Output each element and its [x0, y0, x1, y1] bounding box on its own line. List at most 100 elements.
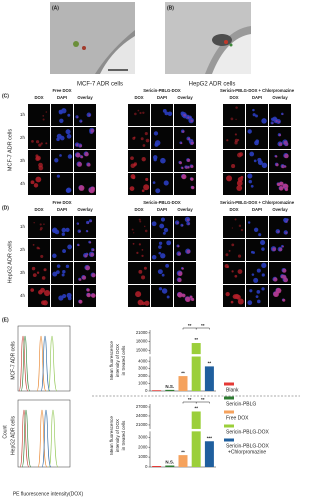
- dox-signal: [140, 137, 144, 141]
- dox-signal: [30, 180, 35, 185]
- nucleus: [155, 188, 161, 194]
- legend-swatch: [224, 396, 234, 400]
- dox-signal: [35, 176, 42, 183]
- dox-signal: [88, 114, 91, 117]
- micrograph-cell: [128, 239, 150, 261]
- micrograph-cell: [28, 150, 50, 172]
- dox-signal: [190, 177, 194, 181]
- y-axis-label: intensity of DOX: [115, 419, 120, 452]
- dox-signal: [183, 113, 186, 117]
- nucleus: [255, 295, 259, 299]
- dox-signal: [87, 163, 91, 167]
- dox-signal: [186, 158, 191, 162]
- nucleus: [261, 287, 265, 291]
- dox-signal: [43, 223, 45, 225]
- dox-signal: [143, 184, 150, 191]
- row-label: 2h: [20, 247, 26, 252]
- dox-signal: [228, 249, 231, 252]
- dox-signal: [144, 300, 150, 306]
- nucleus: [66, 292, 72, 298]
- dox-signal: [33, 222, 35, 224]
- significance-label: **: [181, 370, 185, 375]
- dox-signal: [77, 223, 80, 225]
- dox-signal: [181, 293, 186, 298]
- dox-signal: [225, 291, 230, 297]
- dox-signal: [143, 225, 146, 228]
- dox-signal: [236, 185, 243, 191]
- dox-signal: [275, 163, 279, 167]
- dox-signal: [282, 113, 284, 115]
- nucleus: [67, 296, 72, 301]
- dox-signal: [33, 183, 39, 188]
- nucleus: [167, 111, 173, 117]
- dox-signal: [284, 187, 289, 192]
- dox-signal: [42, 115, 45, 117]
- panel-label: (D): [2, 205, 9, 211]
- nucleus: [65, 188, 71, 193]
- dox-signal: [278, 134, 282, 137]
- axis-break: [148, 354, 216, 357]
- dox-signal: [32, 273, 37, 278]
- row-title: MCF-7 ADR cells: [7, 129, 13, 171]
- dox-signal: [38, 289, 43, 295]
- micrograph-cell: [223, 104, 245, 126]
- group-title: Sericin-PBLG-DOX + Chlorpromazine: [220, 200, 295, 205]
- dox-signal: [187, 137, 191, 141]
- nucleus: [161, 288, 168, 294]
- micrograph-cell: [269, 150, 291, 172]
- micrograph-cell: [74, 216, 96, 238]
- dox-signal: [275, 155, 278, 158]
- row-label: 3h: [20, 270, 26, 275]
- legend-label: +Chlorpromazine: [228, 449, 266, 455]
- row-label: 4h: [20, 181, 26, 186]
- dox-signal: [235, 106, 238, 109]
- channel-label: Overlay: [177, 95, 193, 100]
- dox-signal: [234, 133, 237, 136]
- nucleus: [52, 271, 58, 277]
- nucleus: [66, 134, 72, 139]
- dox-signal: [85, 265, 91, 271]
- dox-signal: [240, 228, 244, 232]
- flow-curve: [36, 335, 47, 392]
- bracket-label: **: [188, 323, 192, 328]
- dox-signal: [139, 220, 142, 223]
- micrograph-cell: [246, 150, 268, 172]
- dox-signal: [181, 174, 187, 180]
- nucleus: [258, 233, 262, 237]
- dox-signal: [80, 120, 83, 123]
- group-title: Sericin-PBLG-DOX + Chlorpromazine: [220, 88, 295, 93]
- dox-signal: [179, 161, 183, 165]
- dox-signal: [41, 276, 46, 280]
- dox-signal: [138, 269, 143, 274]
- micrograph-cell: [151, 127, 173, 149]
- dox-signal: [135, 291, 142, 298]
- bar: [204, 441, 214, 467]
- flow-curve: [19, 409, 30, 468]
- legend-label: Sericin-PBLG: [226, 401, 256, 407]
- nucleus: [160, 157, 166, 164]
- nucleus: [248, 179, 253, 184]
- bar: [165, 465, 175, 467]
- dox-signal: [38, 162, 43, 168]
- micrograph-cell: [174, 216, 196, 238]
- dox-signal: [91, 293, 96, 298]
- dox-signal: [131, 228, 134, 231]
- row-label: 1h: [20, 224, 26, 229]
- axis-label: Count: [2, 425, 8, 439]
- nucleus: [67, 113, 71, 117]
- nucleus: [261, 273, 265, 277]
- dox-signal: [231, 227, 233, 229]
- nucleus: [65, 129, 71, 135]
- nucleus: [253, 159, 257, 163]
- cell-line-title: HepG2 ADR cells: [189, 82, 236, 88]
- bracket-label: **: [188, 397, 192, 402]
- nucleus: [252, 108, 255, 112]
- dox-signal: [272, 122, 274, 125]
- y-tick-label: 2000: [138, 373, 148, 378]
- dox-signal: [238, 224, 242, 228]
- micrograph-cell: [246, 216, 268, 238]
- significance-label: N.S.: [165, 460, 174, 465]
- dox-signal: [86, 293, 91, 298]
- group-title: Free DOX: [52, 200, 71, 205]
- nucleus: [51, 227, 58, 234]
